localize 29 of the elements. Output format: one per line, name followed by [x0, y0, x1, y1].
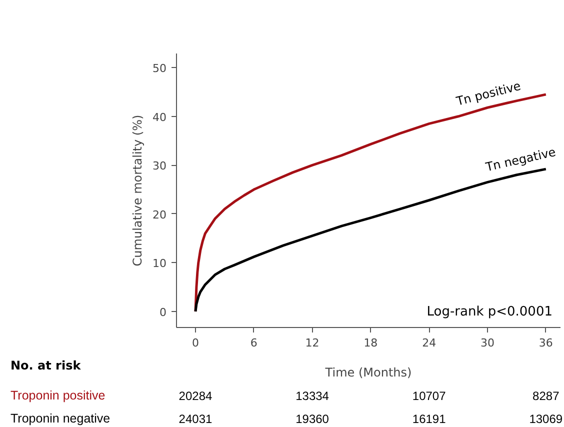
text: 8287	[532, 389, 560, 403]
y-tick-label: 40	[152, 110, 167, 124]
y-tick-label: 0	[160, 306, 166, 319]
x-axis-title: Time (Months)	[324, 366, 412, 380]
text: 19360	[296, 412, 330, 426]
y-tick-label: 50	[152, 62, 167, 76]
x-tick-label: 0	[192, 336, 199, 350]
x-tick-label: 24	[422, 336, 436, 350]
x-tick-label: 6	[250, 336, 258, 350]
text: Troponin negative	[10, 412, 110, 426]
x-tick-label: 36	[538, 336, 553, 350]
text: 13334	[296, 389, 330, 403]
text: Troponin positive	[10, 388, 106, 402]
y-tick-label: 10	[152, 257, 167, 270]
y-tick-label: 30	[152, 160, 167, 173]
text: Tn negative	[483, 144, 557, 174]
x-tick-label: 30	[480, 336, 494, 350]
text: 24031	[178, 412, 212, 426]
annotation: Log-rank p<0.0001	[426, 304, 553, 320]
y-tick-label: 20	[152, 208, 167, 222]
text: No. at risk	[10, 358, 82, 372]
text: 16191	[412, 412, 446, 426]
text: 13069	[529, 412, 563, 426]
y-axis-title: Cumulative mortality (%)	[130, 114, 145, 266]
x-tick-label: 12	[305, 336, 320, 350]
text: Tn positive	[454, 78, 522, 109]
text: 20284	[178, 389, 212, 403]
text: 10707	[412, 389, 446, 403]
x-tick-label: 18	[364, 336, 378, 350]
